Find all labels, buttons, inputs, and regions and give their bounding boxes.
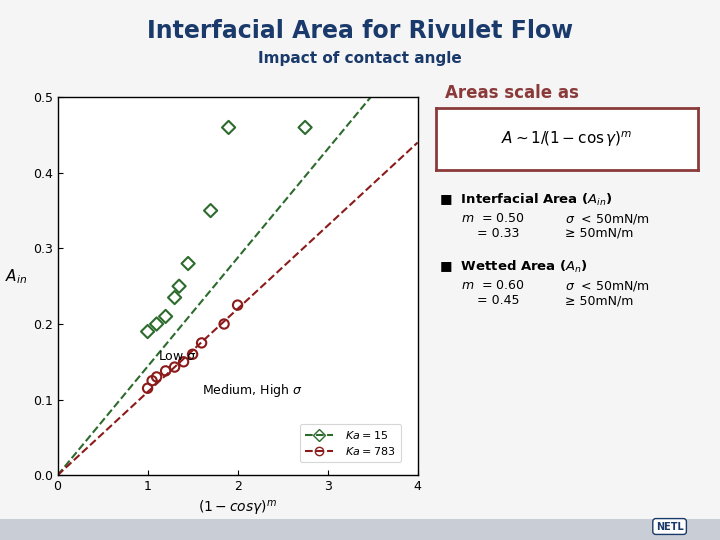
Y-axis label: $A_{in}$: $A_{in}$ — [5, 267, 27, 286]
Text: Low $\sigma$: Low $\sigma$ — [158, 350, 197, 363]
Text: ≥ 50mN/m: ≥ 50mN/m — [565, 227, 634, 240]
Text: $\sigma$  < 50mN/m: $\sigma$ < 50mN/m — [565, 212, 650, 226]
Point — [178, 357, 189, 366]
Point — [151, 320, 163, 328]
Point — [186, 350, 198, 359]
Text: ≥ 50mN/m: ≥ 50mN/m — [565, 294, 634, 307]
Point — [168, 363, 180, 372]
Text: $A \sim 1/\!\left(1 - \cos\gamma\right)^{m}$: $A \sim 1/\!\left(1 - \cos\gamma\right)^… — [501, 129, 633, 149]
Legend:  $Ka = 15$,  $Ka = 783$: $Ka = 15$, $Ka = 783$ — [300, 424, 401, 462]
Text: ■  Wetted Area ($A_n$): ■ Wetted Area ($A_n$) — [439, 259, 588, 275]
Text: Interfacial Area for Rivulet Flow: Interfacial Area for Rivulet Flow — [147, 19, 573, 43]
Point — [160, 367, 171, 375]
X-axis label: $(1 - cos\gamma)^{m}$: $(1 - cos\gamma)^{m}$ — [198, 498, 277, 518]
Point — [204, 206, 216, 215]
Point — [168, 293, 180, 302]
Point — [182, 259, 194, 268]
Text: NETL: NETL — [656, 522, 683, 531]
Point — [160, 312, 171, 321]
Text: $\sigma$  < 50mN/m: $\sigma$ < 50mN/m — [565, 279, 650, 293]
Text: ■  Interfacial Area ($A_{in}$): ■ Interfacial Area ($A_{in}$) — [439, 192, 613, 208]
Text: $m$  = 0.50: $m$ = 0.50 — [461, 212, 524, 225]
Point — [174, 282, 185, 291]
Text: Areas scale as: Areas scale as — [445, 84, 579, 102]
Point — [151, 373, 163, 381]
Text: Impact of contact angle: Impact of contact angle — [258, 51, 462, 66]
Text: = 0.33: = 0.33 — [461, 227, 519, 240]
Point — [196, 339, 207, 347]
Text: = 0.45: = 0.45 — [461, 294, 519, 307]
Point — [142, 384, 153, 393]
Point — [142, 327, 153, 336]
Point — [218, 320, 230, 328]
Point — [222, 123, 234, 132]
Text: $m$  = 0.60: $m$ = 0.60 — [461, 279, 524, 292]
Point — [146, 376, 158, 385]
Text: Medium, High $\sigma$: Medium, High $\sigma$ — [202, 382, 302, 399]
Point — [232, 301, 243, 309]
Point — [300, 123, 311, 132]
